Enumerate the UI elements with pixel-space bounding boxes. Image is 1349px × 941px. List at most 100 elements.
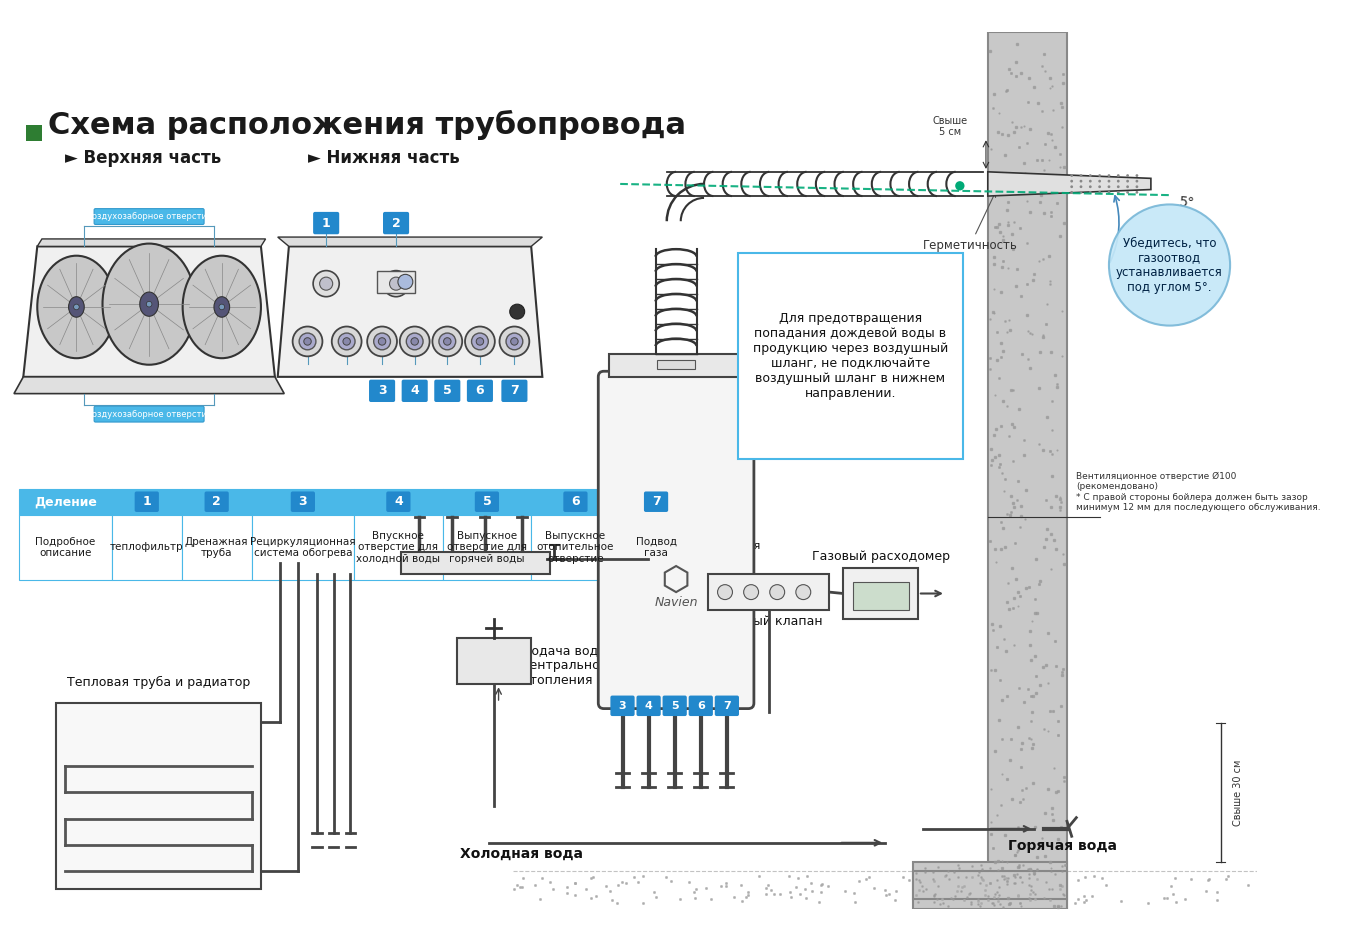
Circle shape (1136, 180, 1139, 183)
Circle shape (1070, 180, 1072, 183)
Text: 3: 3 (378, 384, 386, 397)
FancyBboxPatch shape (135, 491, 159, 512)
FancyBboxPatch shape (313, 212, 339, 234)
Text: 3: 3 (298, 495, 308, 508)
Text: ► Нижняя часть: ► Нижняя часть (308, 149, 459, 167)
Text: 5: 5 (483, 495, 491, 508)
Bar (19, 488, 112, 515)
Circle shape (1126, 185, 1129, 188)
Circle shape (383, 271, 409, 296)
Circle shape (465, 327, 495, 357)
FancyBboxPatch shape (475, 491, 499, 512)
Bar (26, 125, 42, 141)
Circle shape (304, 338, 312, 345)
Circle shape (796, 584, 811, 599)
Circle shape (506, 333, 523, 350)
Circle shape (1136, 174, 1139, 177)
Ellipse shape (182, 256, 260, 359)
Text: Подвод
газа: Подвод газа (635, 536, 677, 558)
Circle shape (1126, 174, 1129, 177)
FancyBboxPatch shape (386, 491, 410, 512)
Circle shape (343, 338, 351, 345)
Circle shape (378, 338, 386, 345)
Text: 5: 5 (670, 701, 679, 710)
Polygon shape (38, 239, 266, 247)
Circle shape (1126, 191, 1129, 194)
Text: Газовый расходомер: Газовый расходомер (812, 550, 950, 564)
Bar (112, 488, 182, 515)
Text: Тепловая труба и радиатор: Тепловая труба и радиатор (67, 676, 250, 689)
Bar (987, 32, 1067, 909)
Text: 2: 2 (212, 495, 221, 508)
Polygon shape (987, 172, 1151, 196)
FancyBboxPatch shape (94, 407, 204, 423)
Polygon shape (13, 376, 285, 393)
Bar (619, 515, 692, 580)
Circle shape (339, 333, 355, 350)
Circle shape (74, 304, 80, 310)
Text: 7: 7 (510, 384, 519, 397)
FancyBboxPatch shape (564, 491, 588, 512)
FancyBboxPatch shape (610, 695, 634, 716)
Circle shape (1117, 191, 1120, 194)
Circle shape (332, 327, 362, 357)
Bar (913, 870, 1067, 899)
Text: Воздухозаборное отверстие: Воздухозаборное отверстие (86, 212, 212, 221)
Ellipse shape (103, 244, 196, 365)
Bar (532, 488, 619, 515)
Circle shape (320, 278, 333, 290)
Circle shape (444, 338, 451, 345)
Circle shape (1108, 180, 1110, 183)
Circle shape (770, 584, 785, 599)
Circle shape (472, 333, 488, 350)
Text: Впускное
отверстие для
холодной воды: Впускное отверстие для холодной воды (356, 531, 440, 564)
Text: Воздухозаборное отверстие: Воздухозаборное отверстие (86, 409, 212, 419)
Circle shape (476, 338, 484, 345)
Circle shape (433, 327, 463, 357)
Bar (442, 488, 532, 515)
Circle shape (1117, 180, 1120, 183)
Text: Выпускное
отопительное
отверстие: Выпускное отопительное отверстие (537, 531, 614, 564)
FancyBboxPatch shape (467, 379, 492, 402)
FancyBboxPatch shape (715, 695, 739, 716)
Ellipse shape (69, 296, 84, 317)
Circle shape (955, 182, 965, 190)
FancyBboxPatch shape (370, 379, 395, 402)
Text: Выпускное
отверстие для
горячей воды: Выпускное отверстие для горячей воды (447, 531, 527, 564)
Circle shape (1070, 191, 1072, 194)
Text: 6: 6 (476, 384, 484, 397)
Text: Подача воды д/
центрального
отопления: Подача воды д/ центрального отопления (522, 645, 625, 687)
FancyBboxPatch shape (598, 372, 754, 709)
Text: 5°: 5° (1179, 195, 1195, 210)
Bar (442, 515, 532, 580)
Circle shape (293, 327, 322, 357)
Ellipse shape (140, 292, 158, 316)
Bar (853, 582, 909, 610)
Circle shape (1070, 185, 1072, 188)
Text: 6: 6 (697, 701, 704, 710)
Text: 7: 7 (723, 701, 731, 710)
Bar (355, 515, 442, 580)
FancyBboxPatch shape (434, 379, 460, 402)
FancyBboxPatch shape (402, 379, 428, 402)
Circle shape (313, 271, 339, 296)
Circle shape (1089, 191, 1091, 194)
Bar (456, 638, 532, 684)
Text: Вентиляционное отверстие Ø100
(рекомендовано)
* С правой стороны бойлера должен : Вентиляционное отверстие Ø100 (рекомендо… (1077, 471, 1321, 512)
Circle shape (1098, 174, 1101, 177)
Text: 3: 3 (619, 701, 626, 710)
Text: 1: 1 (322, 216, 331, 230)
Circle shape (1079, 191, 1082, 194)
Text: 7: 7 (652, 495, 661, 508)
Text: Убедитесь, что
газоотвод
устанавливается
под углом 5°.: Убедитесь, что газоотвод устанавливается… (1116, 236, 1224, 294)
FancyBboxPatch shape (291, 491, 314, 512)
Text: 2: 2 (391, 216, 401, 230)
Bar (708, 574, 830, 610)
Text: Газовый клапан: Газовый клапан (715, 614, 822, 628)
Circle shape (1126, 180, 1129, 183)
Text: 4: 4 (394, 495, 403, 508)
Circle shape (1089, 185, 1091, 188)
Circle shape (1117, 174, 1120, 177)
Circle shape (1136, 185, 1139, 188)
Bar (112, 515, 182, 580)
